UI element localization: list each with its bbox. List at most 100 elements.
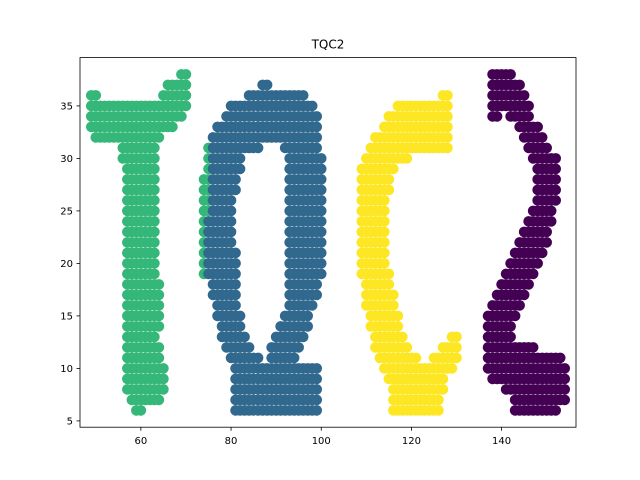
data-point [149, 142, 160, 154]
data-point [311, 373, 323, 385]
data-point [315, 153, 327, 164]
data-point [153, 132, 165, 143]
data-point [545, 205, 557, 217]
data-point [176, 111, 187, 122]
y-axis: 5 10 15 20 25 30 35 [60, 102, 80, 428]
x-tick-label: 60 [135, 436, 148, 447]
data-point [379, 195, 390, 206]
data-point [491, 111, 503, 122]
data-point [180, 69, 192, 80]
data-point [153, 279, 165, 290]
data-point [442, 142, 453, 154]
data-point [379, 216, 390, 227]
data-point [153, 321, 165, 332]
data-point [149, 205, 160, 217]
y-tick-label: 35 [60, 102, 73, 113]
y-tick-label: 10 [60, 364, 73, 375]
data-point [550, 405, 562, 416]
data-point [234, 310, 246, 322]
data-point [153, 352, 165, 364]
data-point [243, 342, 255, 353]
data-point [293, 342, 304, 353]
data-point [559, 363, 571, 374]
data-point [315, 268, 327, 280]
data-point [90, 90, 102, 101]
data-point [315, 163, 327, 175]
data-point [442, 132, 453, 143]
data-point [230, 268, 241, 280]
data-point [559, 394, 571, 406]
data-point [550, 174, 562, 185]
chart-title: TQC2 [311, 38, 345, 52]
data-point [527, 342, 539, 353]
data-point [311, 279, 323, 290]
data-point [541, 237, 552, 248]
data-point [442, 111, 453, 122]
data-point [379, 205, 390, 217]
data-point [180, 100, 192, 112]
data-point [446, 363, 458, 374]
data-point [550, 195, 562, 206]
data-point [230, 300, 241, 311]
data-point [167, 121, 178, 133]
data-point [153, 310, 165, 322]
data-point [311, 394, 323, 406]
data-point [536, 132, 548, 143]
x-tick-label: 80 [225, 436, 238, 447]
data-point [505, 321, 516, 332]
data-point [306, 100, 318, 112]
data-point [234, 153, 246, 164]
data-point [311, 289, 323, 301]
data-point [518, 90, 530, 101]
series-1 [203, 79, 327, 416]
data-point [433, 394, 444, 406]
data-point [230, 258, 241, 269]
y-tick-label: 25 [60, 207, 73, 218]
data-point [252, 352, 264, 364]
points-layer [85, 69, 571, 416]
data-point [437, 373, 449, 385]
data-point [451, 342, 462, 353]
data-point [149, 184, 160, 196]
data-point [433, 405, 444, 416]
data-point [306, 300, 318, 311]
x-tick-label: 140 [492, 436, 511, 447]
data-point [230, 279, 241, 290]
plot-area-frame [79, 57, 577, 428]
data-point [410, 352, 422, 364]
data-point [379, 226, 390, 238]
data-point [149, 237, 160, 248]
data-point [536, 247, 548, 259]
data-point [379, 237, 390, 248]
data-point [392, 310, 404, 322]
data-point [230, 184, 241, 196]
data-point [239, 331, 250, 343]
data-point [315, 174, 327, 185]
data-point [149, 174, 160, 185]
data-point [149, 331, 160, 343]
data-point [234, 321, 246, 332]
data-point [302, 321, 314, 332]
data-point [225, 195, 237, 206]
data-point [523, 111, 534, 122]
data-point [550, 184, 562, 196]
data-point [297, 90, 309, 101]
data-point [505, 69, 516, 80]
data-point [379, 258, 390, 269]
data-point [315, 237, 327, 248]
data-point [149, 247, 160, 259]
data-point [158, 384, 169, 395]
data-point [315, 226, 327, 238]
data-point [401, 342, 413, 353]
y-tick-label: 15 [60, 312, 73, 323]
series-2 [356, 90, 462, 416]
data-point [388, 289, 399, 301]
data-point [527, 268, 539, 280]
data-point [149, 195, 160, 206]
data-point [180, 79, 192, 91]
data-point [383, 174, 395, 185]
data-point [234, 163, 246, 175]
data-point [442, 90, 453, 101]
data-point [554, 352, 566, 364]
